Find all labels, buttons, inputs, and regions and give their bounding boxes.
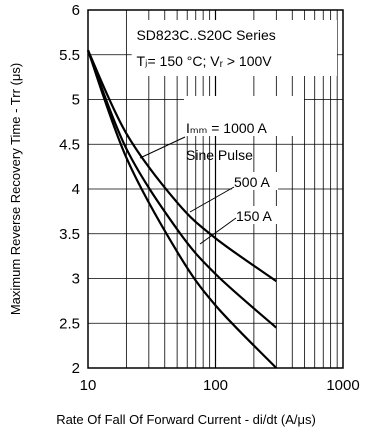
- y-axis-label: Maximum Reverse Recovery Time - Trr (μs): [8, 63, 23, 315]
- y-tick-label: 6: [72, 2, 80, 19]
- y-tick-label: 4.5: [59, 136, 80, 153]
- leader-line-500a: [189, 186, 235, 213]
- series-layer: [86, 49, 278, 369]
- y-tick-label: 2: [72, 360, 80, 377]
- title-box: [131, 20, 337, 76]
- series-line-1: [86, 49, 278, 329]
- x-axis-label: Rate Of Fall Of Forward Current - di/dt …: [56, 412, 316, 427]
- tick-labels: 2 2.5 3 3.5 4 4.5 5 5.5 6 10 100 1000: [59, 2, 360, 394]
- annotation-500a: 500 A: [234, 174, 270, 190]
- annotation-150a: 150 A: [236, 208, 272, 224]
- series-line-0: [87, 49, 277, 283]
- y-tick-label: 3: [72, 271, 80, 288]
- y-tick-label: 5.5: [59, 47, 80, 64]
- series-line-2: [86, 49, 278, 369]
- annotation-bg: [184, 96, 304, 136]
- y-tick-label: 3.5: [59, 226, 80, 243]
- annotation-bg: [234, 206, 280, 224]
- x-tick-label: 100: [203, 377, 228, 394]
- chart-title-line2: Tⱼ= 150 °C; Vᵣ > 100V: [136, 53, 272, 69]
- leader-line-1000a: [139, 136, 186, 159]
- annotation-sine-pulse: Sine Pulse: [186, 147, 253, 163]
- y-tick-label: 2.5: [59, 315, 80, 332]
- chart-title-line1: SD823C..S20C Series: [136, 27, 275, 43]
- plot-frame: [87, 9, 344, 369]
- annotation-1000a: Iₘₘ = 1000 A: [186, 120, 268, 136]
- y-tick-label: 4: [72, 181, 80, 198]
- annotation-bg: [232, 172, 278, 190]
- y-tick-label: 5: [72, 92, 80, 109]
- x-tick-label: 1000: [326, 377, 359, 394]
- leader-line-150a: [199, 217, 237, 245]
- x-tick-label: 10: [80, 377, 97, 394]
- annotation-leaders: [139, 136, 237, 245]
